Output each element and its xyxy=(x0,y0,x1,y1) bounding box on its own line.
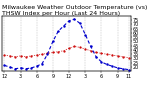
Text: Milwaukee Weather Outdoor Temperature (vs) THSW Index per Hour (Last 24 Hours): Milwaukee Weather Outdoor Temperature (v… xyxy=(2,5,147,16)
